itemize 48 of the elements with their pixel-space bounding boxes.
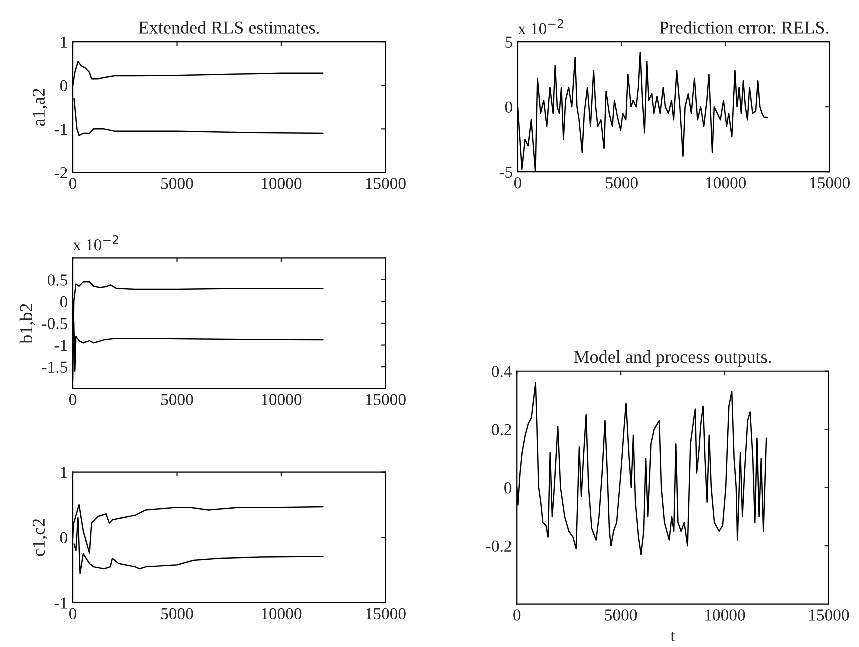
x-tick-label: 15000 — [366, 178, 406, 190]
x-tick-label: 15000 — [366, 394, 406, 406]
x-tick-label: 15000 — [810, 610, 850, 621]
text: x 10$^{−2}$ — [73, 236, 118, 251]
x-tick-label: 15000 — [810, 177, 850, 189]
x-tick-label: 10000 — [706, 177, 746, 189]
chart-title: Prediction error. RELS. — [660, 21, 829, 34]
x-tick-label: 5000 — [605, 610, 638, 621]
y-tick-label: 0.2 — [492, 424, 512, 436]
y-tick-label: 0 — [60, 532, 68, 544]
x-tick-label: 10000 — [262, 608, 302, 620]
x-tick-label: 5000 — [162, 178, 194, 190]
text: x 10$^{−2}$ — [518, 19, 564, 35]
y-tick-label: 1 — [61, 467, 68, 478]
y-axis-title: a1,a2 — [32, 89, 48, 126]
x-tick-label: 10000 — [262, 394, 302, 406]
x-tick-label: 10000 — [706, 610, 746, 621]
chart-title: Extended RLS estimates. — [138, 21, 320, 34]
y-tick-label: 0 — [505, 102, 512, 114]
y-axis-title: b1,b2 — [20, 304, 36, 344]
y-tick-label: -5 — [500, 166, 512, 178]
x-tick-label: 5000 — [606, 177, 638, 189]
y-tick-label: -1.5 — [42, 362, 68, 374]
y-axis-title: c1,c2 — [32, 519, 48, 556]
y-tick-label: 0.5 — [48, 274, 68, 286]
y-tick-label: 5 — [506, 36, 512, 48]
x-tick-label: 0 — [514, 177, 522, 189]
x-tick-label: 0 — [69, 394, 77, 406]
x-tick-label: 0 — [514, 610, 521, 621]
y-tick-label: 0 — [60, 80, 68, 92]
x-tick-label: 5000 — [162, 394, 194, 406]
y-tick-label: 0 — [504, 482, 512, 494]
y-tick-label: -1 — [54, 340, 68, 352]
y-tick-label: -1 — [54, 124, 68, 135]
y-tick-label: 0.4 — [492, 366, 512, 378]
x-tick-label: 0 — [69, 178, 77, 190]
y-tick-label: -0.2 — [486, 540, 512, 552]
y-tick-label: -0.5 — [42, 318, 68, 330]
y-tick-label: -2 — [54, 167, 68, 179]
chart-title: Model and process outputs. — [574, 350, 772, 367]
x-axis-title: t — [670, 632, 676, 642]
x-tick-label: 0 — [69, 608, 77, 620]
x-tick-label: 15000 — [366, 608, 406, 620]
y-tick-label: -1 — [54, 598, 68, 609]
y-tick-label: 1 — [61, 36, 68, 48]
x-tick-label: 5000 — [162, 608, 194, 620]
x-tick-label: 10000 — [262, 178, 302, 190]
y-tick-label: 0 — [60, 296, 68, 308]
